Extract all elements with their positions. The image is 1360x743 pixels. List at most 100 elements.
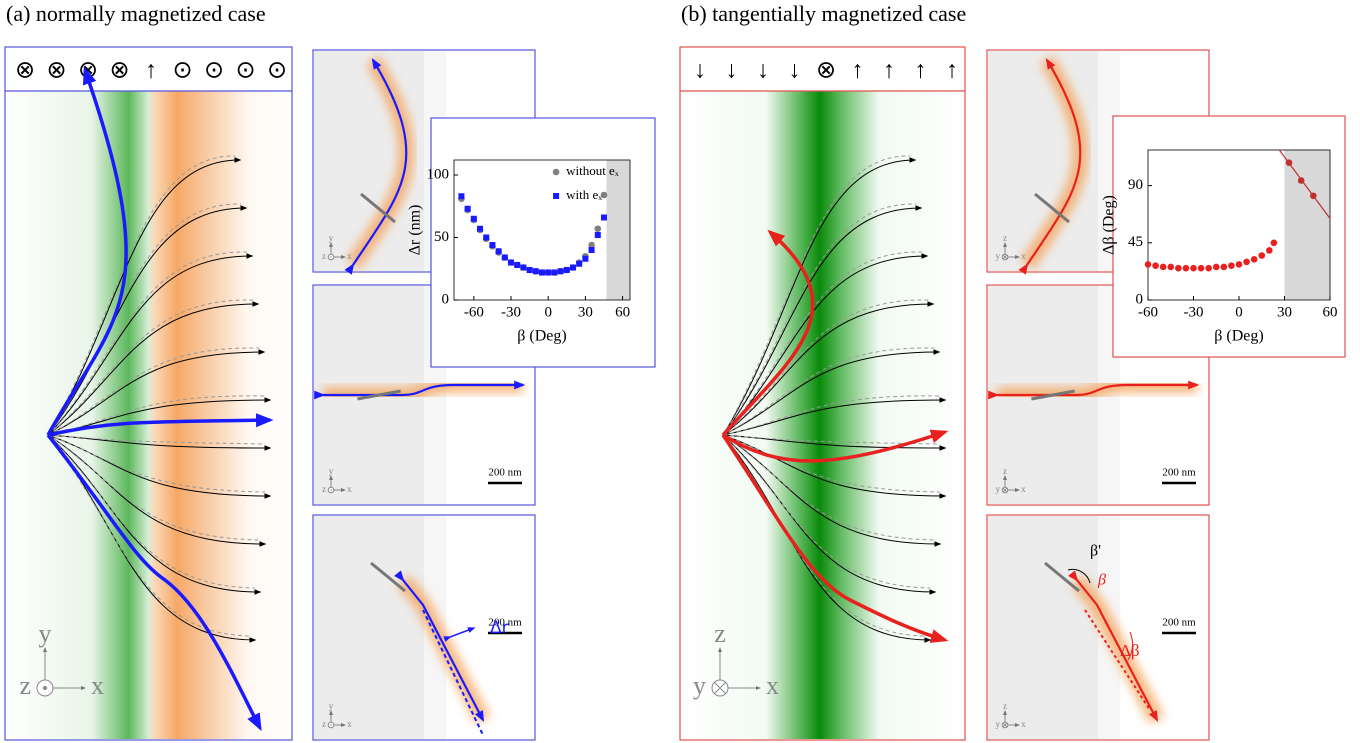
label: Δβ bbox=[1120, 641, 1140, 660]
trajectory-highlight bbox=[721, 434, 949, 643]
x-tick-label: 0 bbox=[1235, 304, 1243, 320]
axis-label: x bbox=[347, 251, 352, 261]
trajectory-ref bbox=[722, 434, 931, 589]
legend-label: with eₓ bbox=[566, 187, 602, 202]
point bbox=[477, 225, 484, 232]
point bbox=[1175, 264, 1182, 272]
label: ⊗ bbox=[109, 58, 129, 84]
y-tick-label: 50 bbox=[434, 229, 449, 245]
trajectory bbox=[47, 434, 272, 451]
y-axis-label: Δr (nm) bbox=[407, 205, 424, 256]
beam-center bbox=[344, 58, 408, 275]
x-tick-label: 60 bbox=[1323, 304, 1338, 320]
interface-marker bbox=[360, 192, 396, 224]
trajectory-ref bbox=[722, 395, 941, 436]
label: ↓ bbox=[726, 58, 738, 84]
point bbox=[1182, 264, 1190, 272]
label: ⊗ bbox=[816, 58, 836, 84]
trajectory-ref bbox=[47, 251, 248, 436]
beam-center bbox=[1068, 570, 1159, 722]
interface-marker bbox=[370, 561, 406, 593]
dashed-ref bbox=[422, 609, 484, 736]
trajectory bbox=[722, 397, 947, 436]
axis-label: x bbox=[347, 719, 352, 729]
axes-glyph: zy x bbox=[996, 701, 1027, 729]
trajectory bbox=[722, 157, 917, 436]
label: β bbox=[1097, 572, 1106, 589]
shaded-region bbox=[606, 160, 630, 300]
point bbox=[1167, 263, 1175, 271]
label: ↑ bbox=[852, 58, 864, 84]
band bbox=[6, 91, 291, 739]
x-tick-label: -60 bbox=[1138, 304, 1158, 320]
point bbox=[1270, 239, 1278, 247]
axis-label: y bbox=[693, 671, 706, 700]
trajectory bbox=[722, 434, 932, 643]
trajectory bbox=[722, 434, 947, 451]
axis-label: y bbox=[996, 484, 1001, 494]
trajectory-ref bbox=[47, 434, 251, 637]
label: 200 nm bbox=[1162, 617, 1196, 629]
y-tick-label: 100 bbox=[427, 166, 450, 182]
dimension bbox=[443, 627, 476, 642]
label: ⊙ bbox=[204, 58, 224, 84]
label: ↑ bbox=[145, 58, 157, 84]
trajectory-ref bbox=[722, 203, 917, 436]
point bbox=[1228, 262, 1235, 269]
label: ↓ bbox=[694, 58, 706, 84]
trajectory bbox=[47, 205, 248, 436]
angle-arc bbox=[1127, 631, 1134, 661]
dot bbox=[330, 489, 332, 491]
interface-marker bbox=[1031, 389, 1075, 401]
point bbox=[551, 269, 558, 276]
trajectory bbox=[47, 253, 254, 436]
point bbox=[1205, 264, 1212, 272]
point bbox=[489, 242, 496, 248]
point bbox=[563, 267, 570, 273]
point bbox=[1258, 252, 1266, 259]
axis-label: x bbox=[1021, 719, 1026, 729]
point bbox=[1212, 263, 1220, 271]
axes-glyph: yz x bbox=[19, 619, 104, 700]
trajectory-ref bbox=[47, 347, 260, 436]
label: Δr bbox=[490, 618, 509, 638]
trajectory-ref bbox=[47, 299, 254, 436]
panel-label: (b) tangentially magnetized case bbox=[681, 1, 966, 26]
axis-label: y bbox=[39, 619, 52, 648]
axis-label: z bbox=[19, 671, 31, 700]
point bbox=[594, 232, 601, 238]
beam-center bbox=[988, 380, 1200, 400]
point bbox=[557, 268, 564, 275]
axes-glyph: zy x bbox=[693, 619, 779, 700]
point bbox=[1285, 159, 1293, 167]
axis-label: z bbox=[322, 719, 326, 729]
axes-glyph: zy x bbox=[996, 233, 1027, 261]
label: β' bbox=[1090, 543, 1101, 560]
point bbox=[582, 255, 589, 262]
axis-label: y bbox=[329, 701, 334, 711]
x-tick-label: 30 bbox=[578, 304, 593, 320]
point bbox=[1197, 264, 1205, 272]
axes-glyph: yz x bbox=[322, 233, 352, 261]
axis-label: x bbox=[1021, 251, 1026, 261]
interface-marker bbox=[357, 389, 401, 401]
trajectory-ref bbox=[722, 299, 929, 436]
axis-label: z bbox=[1003, 233, 1007, 243]
point bbox=[526, 267, 533, 273]
y-axis-label: Δβ (Deg) bbox=[1101, 195, 1118, 255]
trajectory-ref bbox=[722, 434, 936, 541]
trajectory bbox=[722, 434, 937, 595]
point bbox=[483, 234, 490, 241]
trajectory-highlight bbox=[46, 66, 128, 436]
point bbox=[1190, 264, 1197, 272]
x-tick-label: -30 bbox=[1184, 304, 1204, 320]
trajectory-highlight bbox=[721, 229, 815, 437]
cross bbox=[1002, 722, 1008, 728]
x-tick-label: -30 bbox=[501, 304, 521, 320]
point bbox=[464, 205, 471, 212]
trajectory-ref bbox=[722, 434, 941, 445]
point bbox=[1159, 263, 1167, 271]
dot bbox=[330, 724, 332, 726]
legend-marker bbox=[553, 193, 560, 199]
point bbox=[1220, 263, 1228, 271]
